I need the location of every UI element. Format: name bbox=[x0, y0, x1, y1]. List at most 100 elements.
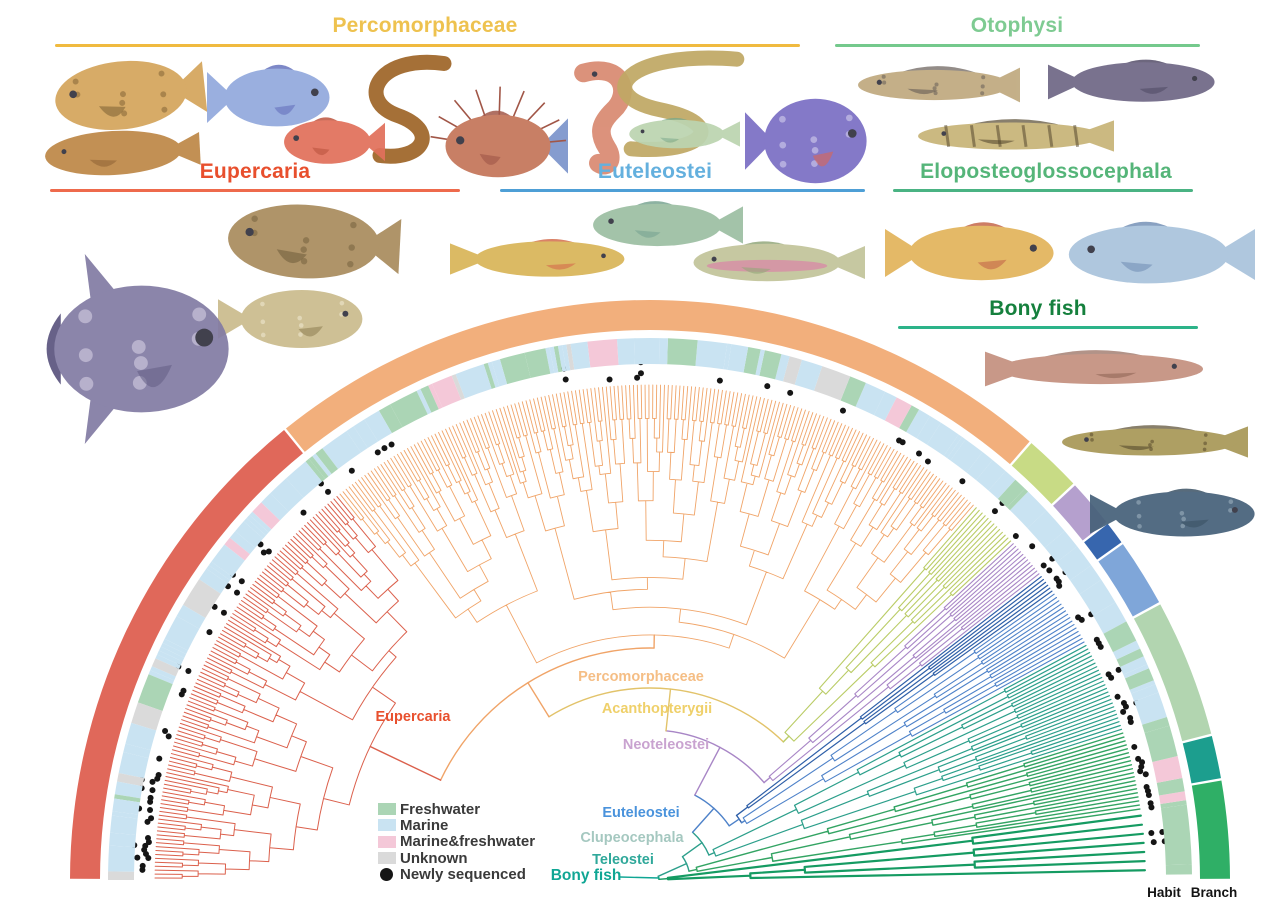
fish-spot bbox=[845, 114, 853, 122]
newly-sequenced-dot bbox=[156, 755, 163, 762]
habit-ring-segment bbox=[1124, 668, 1154, 690]
habit-ring-segment bbox=[855, 382, 886, 416]
habit-ring-segment bbox=[1056, 546, 1092, 581]
habit-ring-segment bbox=[114, 794, 141, 803]
newly-sequenced-dot bbox=[637, 370, 644, 377]
tree-branches-basal-lineages bbox=[666, 814, 1146, 881]
fish-pectoral-fin bbox=[298, 326, 323, 337]
habit-ring-segment bbox=[315, 448, 339, 474]
habit-ring-segment bbox=[118, 751, 149, 779]
habit-ring-segment bbox=[229, 531, 256, 555]
fish-spot bbox=[160, 91, 167, 98]
fish-spot bbox=[980, 91, 985, 96]
newly-sequenced-dot bbox=[1143, 783, 1150, 790]
fish-spot bbox=[72, 78, 79, 85]
habit-ring-segment bbox=[794, 359, 823, 391]
habit-ring-segment bbox=[926, 422, 959, 456]
tree-label-bony-fish: Bony fish bbox=[550, 867, 622, 884]
habit-ring-segment bbox=[723, 343, 732, 370]
newly-sequenced-dot bbox=[134, 854, 141, 861]
habit-ring-segment bbox=[131, 702, 163, 731]
habit-ring-segment bbox=[252, 502, 280, 530]
backbone-segment bbox=[691, 807, 715, 833]
branch-ring-segment bbox=[70, 430, 303, 879]
habit-ring-segment bbox=[249, 511, 272, 533]
fish-spot bbox=[120, 91, 126, 98]
newly-sequenced-dot bbox=[145, 855, 152, 862]
fish-stripe bbox=[1073, 124, 1080, 148]
fish-pectoral-fin bbox=[545, 263, 576, 270]
tree-branches-eloposteoglossocephala bbox=[695, 732, 1141, 873]
habit-ring-segment bbox=[123, 743, 151, 759]
tree-branches-otophysi bbox=[712, 644, 1123, 857]
newly-sequenced-dot bbox=[234, 589, 241, 596]
legend-row-marine-freshwater: Marine&freshwater bbox=[378, 834, 535, 850]
fish-spot bbox=[1203, 433, 1208, 437]
fish-body bbox=[1071, 62, 1215, 102]
newly-sequenced-dot bbox=[325, 488, 332, 495]
habit-ring-segment bbox=[743, 346, 761, 375]
fish-body bbox=[629, 119, 725, 149]
fish-spot bbox=[810, 136, 818, 143]
habit-ring-segment bbox=[243, 518, 266, 539]
tree-label-neoteleostei: Neoteleostei bbox=[622, 737, 710, 753]
fish-eye bbox=[847, 129, 857, 138]
newly-sequenced-dot bbox=[147, 807, 154, 814]
fish-spot bbox=[298, 332, 303, 337]
header-eupercaria: Eupercaria bbox=[199, 160, 311, 183]
fish-eye bbox=[608, 218, 614, 224]
habit-ring-segment bbox=[235, 521, 264, 548]
branch-ring-segment bbox=[1098, 544, 1160, 617]
fish-spot bbox=[1181, 516, 1186, 522]
newly-sequenced-dot bbox=[562, 376, 569, 383]
habit-ring-segment bbox=[916, 415, 941, 445]
habit-ring-segment bbox=[199, 568, 228, 594]
fish-tail-fin bbox=[885, 229, 923, 277]
header-underline-euteleostei bbox=[500, 189, 865, 192]
habit-ring-segment bbox=[491, 359, 508, 387]
habit-ring-segment bbox=[110, 815, 138, 835]
fish-eye bbox=[310, 88, 319, 97]
newly-sequenced-dot bbox=[348, 467, 355, 474]
fish-pectoral-fin bbox=[89, 159, 118, 167]
threadfin-fish-illustration bbox=[207, 64, 330, 127]
habit-ring-segment bbox=[667, 338, 698, 366]
habit-ring-segment bbox=[183, 579, 221, 619]
backbone-segment bbox=[369, 745, 442, 781]
habit-ring-segment bbox=[947, 436, 966, 461]
fish-tail-fin bbox=[826, 246, 865, 279]
legend-label: Unknown bbox=[400, 849, 468, 867]
habit-ring-segment bbox=[1093, 602, 1127, 634]
backbone-segment bbox=[694, 746, 721, 796]
green-trout-illustration bbox=[593, 201, 743, 247]
fish-spot bbox=[302, 237, 310, 244]
eel-illustration bbox=[368, 54, 452, 164]
fish-pectoral-fin bbox=[660, 137, 680, 143]
branch-ring-segment bbox=[1011, 443, 1074, 505]
fish-spot bbox=[260, 301, 265, 307]
fish-spot bbox=[348, 244, 355, 251]
ocean-sunfish-illustration bbox=[46, 253, 229, 445]
fish-lateral-stripe bbox=[706, 259, 828, 272]
habit-ring-segment bbox=[420, 385, 439, 413]
habit-ring-segment bbox=[390, 390, 428, 428]
lionfish-illustration bbox=[430, 86, 568, 178]
fish-stripe bbox=[1047, 124, 1054, 148]
newly-sequenced-dot bbox=[839, 407, 846, 414]
backbone-segment bbox=[665, 688, 672, 732]
habit-ring-segment bbox=[1009, 491, 1047, 529]
legend-row-newly-sequenced: Newly sequenced bbox=[378, 866, 535, 882]
fish-tail-fin bbox=[715, 121, 740, 147]
tree-label-euteleostei: Euteleostei bbox=[602, 805, 680, 821]
newly-sequenced-dot bbox=[388, 441, 395, 448]
fish-eye bbox=[711, 256, 717, 262]
sole-illustration bbox=[45, 130, 201, 176]
tree-label-acanthopterygii: Acanthopterygii bbox=[601, 701, 713, 717]
habit-ring-segment bbox=[164, 616, 200, 651]
newly-sequenced-dot bbox=[1127, 714, 1134, 721]
newly-sequenced-dot bbox=[178, 691, 185, 698]
newly-sequenced-dot bbox=[959, 478, 966, 485]
newly-sequenced-dot bbox=[149, 787, 156, 794]
legend-row-unknown: Unknown bbox=[378, 850, 535, 866]
fish-spot bbox=[192, 307, 207, 322]
